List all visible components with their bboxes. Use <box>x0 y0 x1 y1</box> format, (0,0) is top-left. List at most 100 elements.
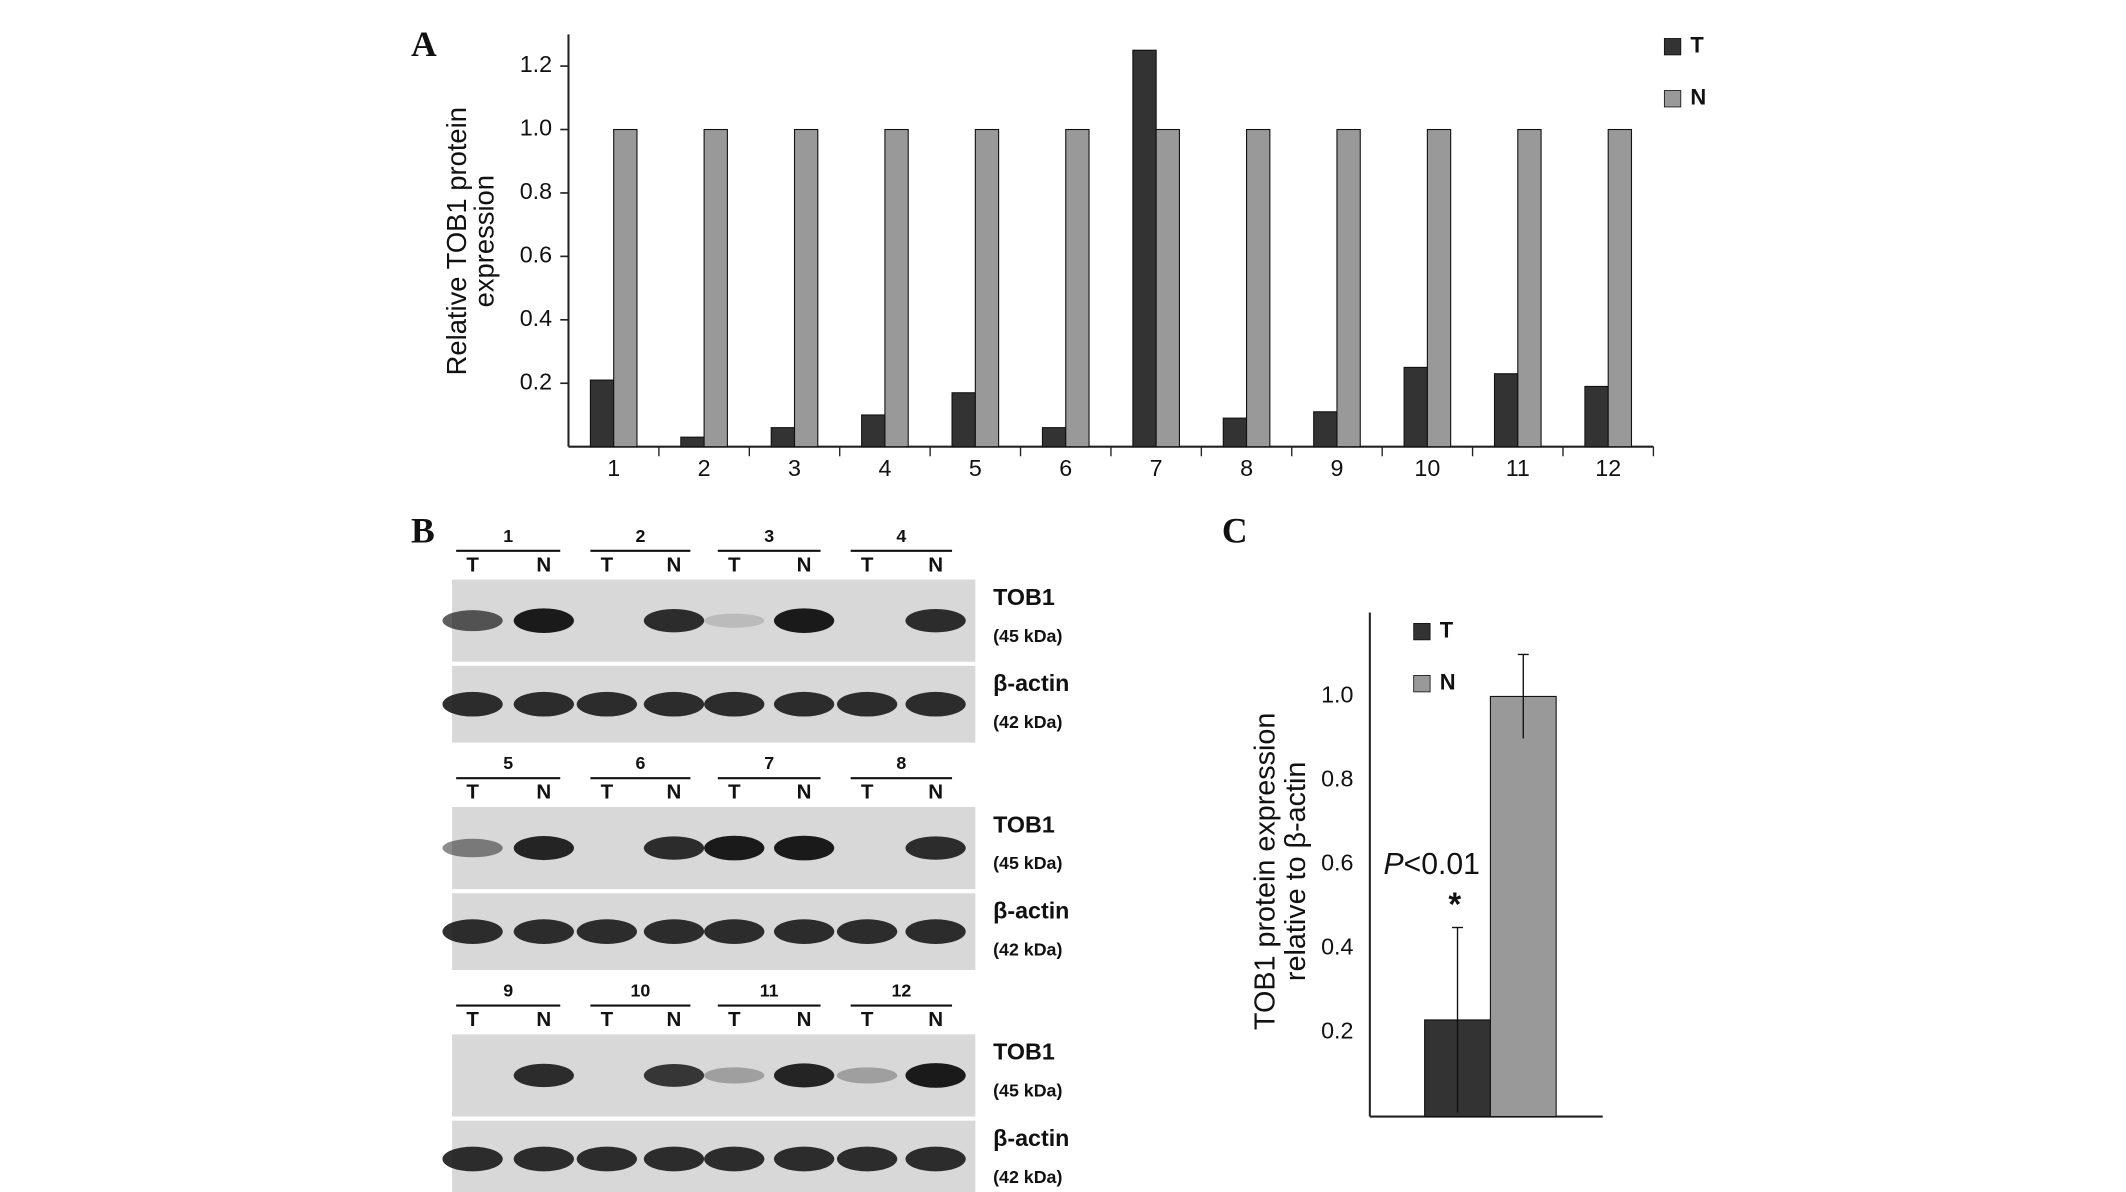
panel-label: C <box>1222 511 1248 551</box>
y-tick-label: 0.4 <box>1321 934 1353 960</box>
blot-band <box>905 608 966 633</box>
blot-band <box>905 691 966 717</box>
x-tick-label: 11 <box>1506 455 1530 481</box>
panel-label: A <box>411 24 437 64</box>
bar <box>1065 128 1090 448</box>
sample-label: 9 <box>503 981 513 1001</box>
x-tick-label: 8 <box>1240 455 1253 481</box>
y-tick-label: 1.2 <box>520 51 552 77</box>
sample-label: 4 <box>896 526 906 546</box>
blot-band <box>643 919 705 944</box>
bar <box>793 128 819 448</box>
y-tick-label: 0.8 <box>1321 766 1353 792</box>
x-tick-label: 10 <box>1414 455 1440 481</box>
blot-band <box>513 691 574 717</box>
x-tick-label: 1 <box>607 455 620 481</box>
band-size: (42 kDa) <box>993 1167 1062 1187</box>
lane-label: N <box>536 1008 551 1031</box>
legend-label: N <box>1440 669 1456 694</box>
blot-band <box>704 1067 765 1084</box>
blot-band <box>442 1146 503 1172</box>
bar <box>1426 128 1452 448</box>
blot-band <box>905 919 966 944</box>
y-tick-label: 0.6 <box>1321 850 1353 876</box>
annotation-italic: P <box>1384 848 1404 881</box>
lane-label: T <box>861 553 874 576</box>
bar <box>1517 128 1542 448</box>
lane-label: N <box>667 553 682 576</box>
y-tick-label: 0.8 <box>520 178 552 204</box>
y-tick-label: 1.0 <box>520 115 552 141</box>
blot-band <box>905 1063 966 1088</box>
blot-band <box>773 608 835 633</box>
blot-band <box>836 691 898 717</box>
band-size: (45 kDa) <box>993 1081 1062 1101</box>
x-tick-label: 12 <box>1595 455 1621 481</box>
legend-swatch <box>1413 622 1431 641</box>
lane-label: N <box>928 781 943 804</box>
band-name: β-actin <box>993 670 1069 696</box>
x-tick-label: 9 <box>1330 455 1343 481</box>
lane-label: T <box>466 1008 479 1031</box>
blot-band <box>576 1146 637 1172</box>
y-axis-label-line: TOB1 protein expression <box>1250 713 1282 1030</box>
legend-swatch <box>1663 38 1682 56</box>
blot-band <box>905 836 966 860</box>
bar <box>1607 128 1633 448</box>
blot-band <box>643 1146 705 1172</box>
blot-band <box>442 691 503 717</box>
y-tick-label: 0.2 <box>520 368 552 394</box>
blot-band <box>442 610 503 632</box>
band-name: β-actin <box>993 898 1069 924</box>
bar <box>1132 49 1157 448</box>
lane-label: T <box>861 781 874 804</box>
blot-band <box>773 1063 835 1088</box>
panel-label: B <box>411 511 435 551</box>
blot-band <box>643 1064 705 1087</box>
lane-label: T <box>466 553 479 576</box>
band-name: TOB1 <box>993 584 1055 610</box>
y-tick-label: 1.0 <box>1321 682 1353 708</box>
y-axis-label-line: Relative TOB1 protein <box>441 107 472 375</box>
bar <box>1489 695 1557 1118</box>
band-size: (42 kDa) <box>993 712 1062 732</box>
blot-band <box>773 919 835 944</box>
bar <box>1246 128 1271 448</box>
lane-label: T <box>728 1008 741 1031</box>
lane-label: T <box>601 553 614 576</box>
significance-marker: * <box>1448 886 1461 923</box>
blot-band <box>513 608 574 633</box>
y-tick-label: 0.6 <box>520 242 552 268</box>
legend-label: T <box>1440 617 1454 642</box>
x-tick-label: 5 <box>969 455 982 481</box>
y-axis-label-line: relative to β-actin <box>1280 762 1312 981</box>
bar <box>613 128 638 448</box>
annotation-text: <0.01 <box>1404 848 1480 881</box>
bar <box>1313 411 1338 448</box>
blot-band <box>836 1067 898 1084</box>
sample-label: 3 <box>764 526 774 546</box>
y-tick-label: 0.4 <box>520 305 552 331</box>
bar <box>1041 427 1067 448</box>
lane-label: T <box>728 553 741 576</box>
annotation: P<0.01 <box>1384 848 1480 881</box>
blot-band <box>513 836 574 861</box>
sample-label: 5 <box>503 753 513 773</box>
lane-label: N <box>928 553 943 576</box>
blot-band <box>643 608 705 633</box>
blot-band <box>773 835 835 861</box>
blot-band <box>836 919 898 944</box>
blot-band <box>704 835 765 861</box>
blot-band <box>576 691 637 717</box>
lane-label: T <box>728 781 741 804</box>
lane-label: T <box>466 781 479 804</box>
lane-label: T <box>601 781 614 804</box>
blot-band <box>513 919 574 944</box>
blot-band <box>643 836 705 860</box>
lane-label: N <box>797 1008 812 1031</box>
lane-label: N <box>536 781 551 804</box>
x-tick-label: 2 <box>698 455 711 481</box>
